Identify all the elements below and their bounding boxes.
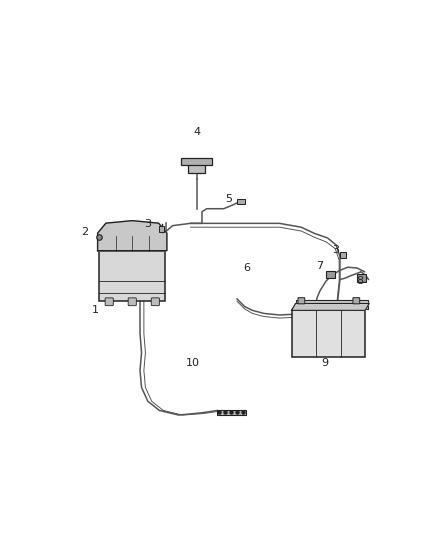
Text: 6: 6 — [244, 263, 251, 273]
FancyBboxPatch shape — [326, 271, 335, 278]
FancyBboxPatch shape — [188, 159, 205, 173]
Polygon shape — [98, 221, 167, 251]
Text: 10: 10 — [186, 358, 200, 368]
Text: 4: 4 — [193, 127, 200, 137]
FancyBboxPatch shape — [296, 301, 368, 309]
FancyBboxPatch shape — [128, 298, 136, 305]
Text: 8: 8 — [356, 276, 363, 286]
FancyBboxPatch shape — [159, 226, 164, 232]
Text: 1: 1 — [92, 305, 99, 316]
FancyBboxPatch shape — [340, 252, 346, 258]
Text: 9: 9 — [321, 358, 328, 368]
FancyBboxPatch shape — [99, 251, 165, 301]
Text: 3: 3 — [144, 219, 151, 229]
FancyBboxPatch shape — [218, 409, 246, 415]
FancyBboxPatch shape — [292, 310, 365, 357]
FancyBboxPatch shape — [151, 298, 159, 305]
FancyBboxPatch shape — [181, 158, 212, 165]
FancyBboxPatch shape — [105, 298, 113, 305]
Text: 3: 3 — [332, 245, 339, 255]
FancyBboxPatch shape — [353, 298, 360, 304]
FancyBboxPatch shape — [298, 298, 305, 304]
FancyBboxPatch shape — [357, 273, 366, 282]
Text: 7: 7 — [316, 262, 323, 271]
Text: 2: 2 — [81, 227, 88, 237]
Polygon shape — [292, 303, 369, 310]
FancyBboxPatch shape — [237, 199, 245, 204]
Text: 5: 5 — [226, 193, 233, 204]
